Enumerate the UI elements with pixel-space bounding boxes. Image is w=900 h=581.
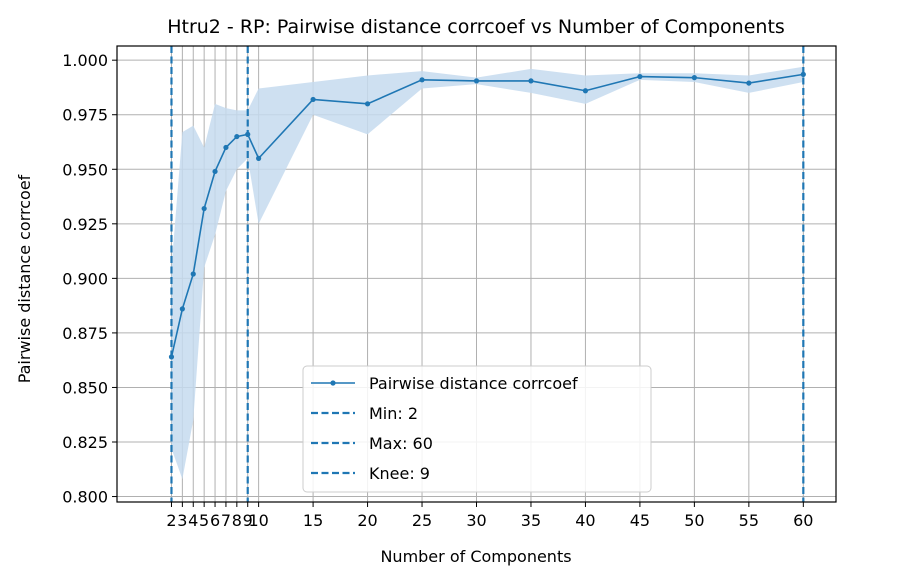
x-tick-label: 40: [575, 511, 595, 530]
data-point: [746, 80, 752, 86]
x-tick-label: 25: [412, 511, 432, 530]
legend-label: Min: 2: [369, 404, 418, 423]
y-tick-label: 0.875: [62, 324, 108, 343]
data-point: [528, 78, 534, 84]
y-tick-label: 0.850: [62, 378, 108, 397]
y-tick-label: 0.800: [62, 488, 108, 507]
x-tick-label: 60: [793, 511, 813, 530]
y-tick-label: 0.825: [62, 433, 108, 452]
data-point: [419, 77, 425, 83]
legend-label: Max: 60: [369, 434, 433, 453]
data-point: [234, 133, 240, 140]
x-tick-label: 5: [199, 511, 209, 530]
y-tick-label: 0.975: [62, 106, 108, 125]
data-point: [637, 73, 643, 80]
y-tick-label: 0.900: [62, 269, 108, 288]
x-tick-label: 35: [521, 511, 541, 530]
series-layer: [168, 71, 806, 360]
y-tick-label: 1.000: [62, 51, 108, 70]
data-point: [245, 131, 251, 137]
data-point: [310, 96, 316, 103]
data-point: [190, 271, 196, 277]
y-axis: 0.800 0.825 0.850 0.875 0.900 0.925 0.950 0.975…: [62, 51, 117, 507]
x-tick-label: 3: [177, 511, 187, 530]
legend-box: [302, 365, 652, 493]
x-tick-label: 45: [630, 511, 650, 530]
y-axis-label: Pairwise distance corrcoef: [15, 174, 34, 383]
legend-label: Knee: 9: [369, 464, 430, 483]
y-tick-label: 0.950: [62, 160, 108, 179]
data-point: [582, 88, 589, 94]
data-point: [256, 155, 262, 161]
x-tick-label: 8: [232, 511, 242, 530]
data-point: [691, 75, 697, 81]
x-tick-label: 7: [221, 511, 231, 530]
x-tick-label: 10: [248, 511, 268, 530]
data-point: [223, 144, 229, 151]
x-axis-label: Number of Components: [380, 547, 571, 566]
x-tick-label: 30: [466, 511, 486, 530]
data-point: [800, 71, 806, 77]
legend-series-marker: [330, 380, 336, 386]
x-tick-label: 20: [357, 511, 377, 530]
x-tick-label: 55: [739, 511, 759, 530]
data-point: [168, 354, 175, 360]
data-point: [473, 78, 480, 84]
data-point: [212, 168, 218, 175]
legend-label: Pairwise distance corrcoef: [369, 374, 578, 393]
x-tick-label: 2: [166, 511, 176, 530]
data-point: [179, 306, 185, 312]
x-tick-label: 15: [303, 511, 323, 530]
x-tick-label: 6: [210, 511, 220, 530]
x-tick-label: 9: [243, 511, 253, 530]
chart-title: Htru2 - RP: Pairwise distance corrcoef v…: [167, 16, 785, 38]
x-tick-label: 4: [188, 511, 198, 530]
data-point: [201, 205, 207, 212]
x-tick-label: 50: [684, 511, 704, 530]
data-point: [364, 101, 371, 107]
x-axis: 2 3 4 5 6 7 8 910 15 20 25 30 35 40 45 50 55 60: [166, 502, 813, 530]
legend: Pairwise distance corrcoef Min: 2 Max: 60 K…: [302, 365, 652, 493]
y-tick-label: 0.925: [62, 215, 108, 234]
reference-lines: [170, 46, 805, 502]
